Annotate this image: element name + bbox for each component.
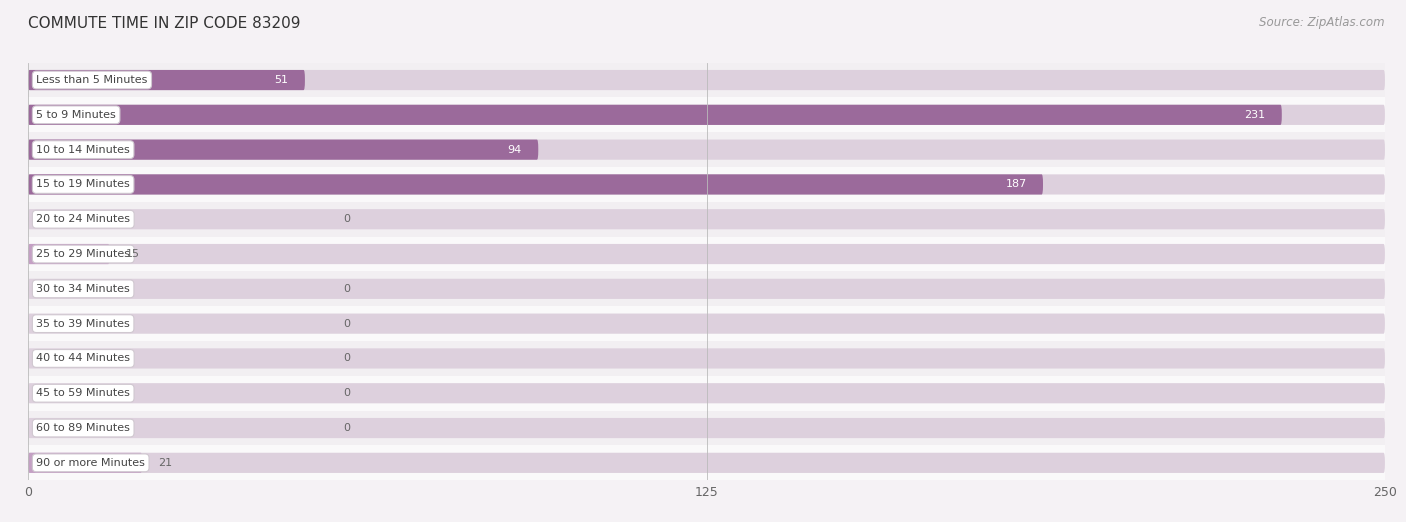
- FancyBboxPatch shape: [28, 341, 1385, 376]
- FancyBboxPatch shape: [28, 132, 1385, 167]
- Text: 15: 15: [125, 249, 139, 259]
- Text: 15 to 19 Minutes: 15 to 19 Minutes: [37, 180, 129, 189]
- FancyBboxPatch shape: [28, 174, 1385, 195]
- Text: 45 to 59 Minutes: 45 to 59 Minutes: [37, 388, 131, 398]
- Text: Less than 5 Minutes: Less than 5 Minutes: [37, 75, 148, 85]
- FancyBboxPatch shape: [28, 63, 1385, 98]
- Text: 0: 0: [343, 423, 350, 433]
- Text: COMMUTE TIME IN ZIP CODE 83209: COMMUTE TIME IN ZIP CODE 83209: [28, 16, 301, 31]
- Text: 0: 0: [343, 318, 350, 329]
- FancyBboxPatch shape: [28, 376, 1385, 411]
- Text: 51: 51: [274, 75, 288, 85]
- FancyBboxPatch shape: [28, 105, 1282, 125]
- FancyBboxPatch shape: [28, 98, 1385, 132]
- Text: 231: 231: [1244, 110, 1265, 120]
- Text: 25 to 29 Minutes: 25 to 29 Minutes: [37, 249, 131, 259]
- Text: 35 to 39 Minutes: 35 to 39 Minutes: [37, 318, 129, 329]
- FancyBboxPatch shape: [28, 271, 1385, 306]
- FancyBboxPatch shape: [28, 209, 1385, 229]
- Text: 10 to 14 Minutes: 10 to 14 Minutes: [37, 145, 129, 155]
- Text: 40 to 44 Minutes: 40 to 44 Minutes: [37, 353, 131, 363]
- Text: 90 or more Minutes: 90 or more Minutes: [37, 458, 145, 468]
- FancyBboxPatch shape: [28, 236, 1385, 271]
- FancyBboxPatch shape: [28, 445, 1385, 480]
- FancyBboxPatch shape: [28, 348, 1385, 369]
- FancyBboxPatch shape: [28, 139, 538, 160]
- FancyBboxPatch shape: [28, 174, 1043, 195]
- FancyBboxPatch shape: [28, 70, 305, 90]
- FancyBboxPatch shape: [28, 244, 110, 264]
- Text: 187: 187: [1005, 180, 1026, 189]
- Text: 0: 0: [343, 214, 350, 224]
- FancyBboxPatch shape: [28, 105, 1385, 125]
- Text: 5 to 9 Minutes: 5 to 9 Minutes: [37, 110, 117, 120]
- FancyBboxPatch shape: [28, 167, 1385, 202]
- Text: 0: 0: [343, 388, 350, 398]
- FancyBboxPatch shape: [28, 383, 1385, 404]
- FancyBboxPatch shape: [28, 139, 1385, 160]
- Text: 20 to 24 Minutes: 20 to 24 Minutes: [37, 214, 131, 224]
- FancyBboxPatch shape: [28, 418, 1385, 438]
- FancyBboxPatch shape: [28, 314, 1385, 334]
- FancyBboxPatch shape: [28, 279, 1385, 299]
- FancyBboxPatch shape: [28, 306, 1385, 341]
- Text: Source: ZipAtlas.com: Source: ZipAtlas.com: [1260, 16, 1385, 29]
- FancyBboxPatch shape: [28, 244, 1385, 264]
- Text: 0: 0: [343, 353, 350, 363]
- Text: 0: 0: [343, 284, 350, 294]
- FancyBboxPatch shape: [28, 70, 1385, 90]
- FancyBboxPatch shape: [28, 453, 142, 473]
- Text: 30 to 34 Minutes: 30 to 34 Minutes: [37, 284, 129, 294]
- Text: 60 to 89 Minutes: 60 to 89 Minutes: [37, 423, 131, 433]
- Text: 94: 94: [508, 145, 522, 155]
- Text: 21: 21: [159, 458, 173, 468]
- FancyBboxPatch shape: [28, 202, 1385, 236]
- FancyBboxPatch shape: [28, 453, 1385, 473]
- FancyBboxPatch shape: [28, 411, 1385, 445]
